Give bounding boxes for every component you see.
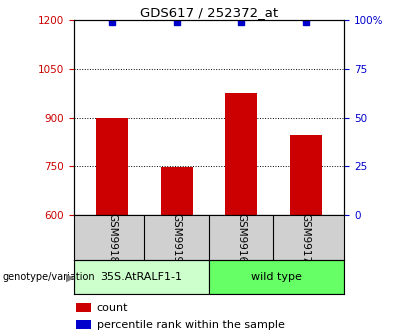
Text: GSM9916: GSM9916 [236, 213, 246, 263]
Text: wild type: wild type [251, 272, 302, 282]
Bar [289, 135, 322, 215]
Text: 35S.AtRALF1-1: 35S.AtRALF1-1 [100, 272, 182, 282]
Text: GSM9917: GSM9917 [301, 213, 311, 263]
Bar [96, 118, 129, 215]
Bar [209, 260, 344, 294]
Bar [225, 93, 257, 215]
Text: count: count [97, 303, 128, 313]
Text: ▶: ▶ [66, 272, 75, 282]
Bar [76, 320, 91, 329]
Text: genotype/variation: genotype/variation [2, 272, 95, 282]
Bar [160, 167, 193, 215]
Bar [74, 260, 209, 294]
Bar [76, 303, 91, 312]
Title: GDS617 / 252372_at: GDS617 / 252372_at [140, 6, 278, 19]
Text: GSM9919: GSM9919 [172, 213, 182, 263]
Text: GSM9918: GSM9918 [107, 213, 117, 263]
Text: percentile rank within the sample: percentile rank within the sample [97, 320, 284, 330]
